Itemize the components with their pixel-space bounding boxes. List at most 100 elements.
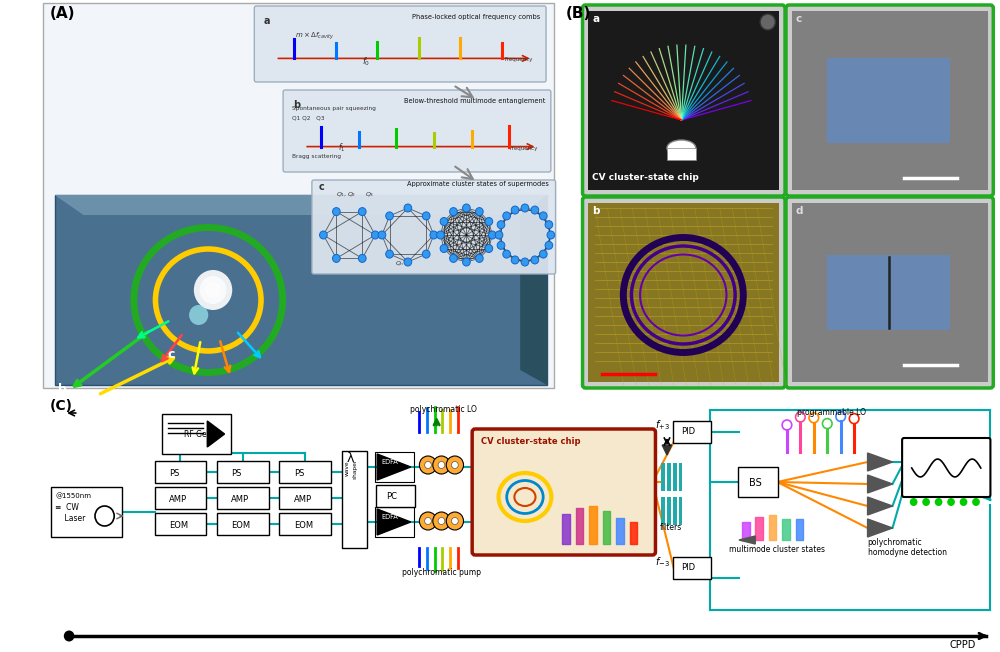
Text: b: b — [592, 206, 600, 216]
Text: EDFA: EDFA — [381, 459, 398, 465]
Text: Below-threshold multimode entanglement: Below-threshold multimode entanglement — [404, 98, 545, 104]
Bar — [679, 463, 682, 491]
Circle shape — [437, 231, 444, 239]
Text: RF Gen: RF Gen — [184, 430, 212, 439]
FancyBboxPatch shape — [279, 487, 331, 509]
Polygon shape — [377, 509, 411, 535]
Circle shape — [386, 250, 393, 258]
Text: $Q_n$: $Q_n$ — [395, 259, 405, 268]
FancyBboxPatch shape — [786, 197, 993, 388]
Circle shape — [497, 220, 505, 229]
Text: CV cluster-state chip: CV cluster-state chip — [592, 173, 699, 182]
FancyBboxPatch shape — [155, 513, 206, 535]
FancyBboxPatch shape — [673, 557, 711, 579]
Bar — [792, 11, 988, 190]
Circle shape — [511, 206, 519, 214]
Circle shape — [440, 218, 448, 226]
Circle shape — [440, 244, 448, 252]
Bar — [792, 203, 988, 382]
Bar — [667, 463, 671, 491]
Text: PS: PS — [231, 469, 242, 478]
Bar — [827, 255, 950, 330]
Text: Bragg scattering: Bragg scattering — [292, 154, 341, 159]
Circle shape — [425, 518, 431, 524]
Circle shape — [495, 231, 503, 239]
FancyBboxPatch shape — [43, 3, 554, 388]
Circle shape — [511, 256, 519, 264]
Polygon shape — [868, 453, 893, 471]
Circle shape — [521, 204, 529, 212]
FancyBboxPatch shape — [254, 6, 546, 82]
Bar — [588, 11, 779, 190]
Text: PS: PS — [169, 469, 179, 478]
Circle shape — [521, 258, 529, 266]
Text: $f_{-3}$: $f_{-3}$ — [655, 555, 670, 569]
FancyBboxPatch shape — [673, 421, 711, 443]
Circle shape — [200, 276, 226, 304]
FancyBboxPatch shape — [738, 467, 778, 497]
Circle shape — [404, 204, 412, 212]
Circle shape — [463, 204, 470, 212]
Circle shape — [485, 218, 493, 226]
Bar — [667, 497, 671, 525]
Circle shape — [960, 498, 967, 506]
Polygon shape — [207, 421, 225, 447]
Circle shape — [539, 212, 547, 220]
Text: polychromatic pump: polychromatic pump — [402, 568, 481, 577]
Polygon shape — [55, 195, 547, 385]
Circle shape — [433, 512, 450, 530]
Text: filters: filters — [659, 523, 682, 532]
Circle shape — [485, 244, 493, 252]
Circle shape — [446, 512, 464, 530]
Text: PID: PID — [681, 427, 696, 436]
Circle shape — [446, 456, 464, 474]
Text: programmable LO: programmable LO — [797, 408, 866, 417]
Circle shape — [333, 254, 340, 262]
Text: EOM: EOM — [294, 521, 313, 530]
Text: a: a — [592, 14, 599, 24]
FancyBboxPatch shape — [583, 197, 785, 388]
Circle shape — [64, 630, 74, 642]
Polygon shape — [739, 536, 755, 544]
Text: @1550nm: @1550nm — [56, 492, 92, 499]
Polygon shape — [520, 195, 547, 385]
Text: PC: PC — [386, 492, 397, 501]
Bar — [827, 58, 950, 143]
Bar — [661, 463, 665, 491]
Text: PID: PID — [681, 563, 696, 572]
Text: $f_1$: $f_1$ — [338, 141, 345, 153]
Text: shaper: shaper — [352, 459, 357, 479]
Text: d: d — [796, 206, 803, 216]
Text: PS: PS — [294, 469, 304, 478]
FancyBboxPatch shape — [342, 451, 367, 548]
Text: AMP: AMP — [169, 495, 187, 504]
Text: Q1 Q2   Q3: Q1 Q2 Q3 — [292, 116, 324, 121]
Text: a: a — [264, 16, 270, 26]
Text: EOM: EOM — [231, 521, 250, 530]
Circle shape — [371, 231, 379, 239]
Text: multimode cluster states: multimode cluster states — [729, 545, 825, 554]
Circle shape — [438, 518, 445, 524]
Bar — [667, 148, 696, 160]
Circle shape — [404, 258, 412, 266]
Circle shape — [922, 498, 930, 506]
Circle shape — [386, 212, 393, 220]
Text: Laser: Laser — [55, 514, 85, 523]
Text: CV cluster-state chip: CV cluster-state chip — [481, 437, 580, 446]
Circle shape — [503, 212, 510, 220]
Text: Frequency: Frequency — [504, 57, 533, 63]
Polygon shape — [868, 519, 893, 537]
Text: polychromatic LO: polychromatic LO — [410, 405, 477, 414]
Circle shape — [419, 512, 437, 530]
FancyBboxPatch shape — [155, 487, 206, 509]
Circle shape — [545, 241, 553, 249]
Circle shape — [463, 258, 470, 266]
Circle shape — [760, 14, 775, 30]
Ellipse shape — [667, 140, 696, 156]
Text: b: b — [293, 100, 300, 110]
Circle shape — [378, 231, 386, 239]
Circle shape — [189, 305, 208, 325]
Text: $Q_3$: $Q_3$ — [365, 190, 374, 199]
Bar — [661, 497, 665, 525]
Text: c: c — [168, 348, 175, 361]
